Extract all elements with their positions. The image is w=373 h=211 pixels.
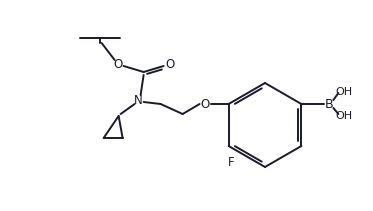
Text: OH: OH — [336, 87, 353, 97]
Text: O: O — [200, 97, 209, 111]
Text: O: O — [113, 58, 122, 70]
Text: O: O — [165, 58, 174, 70]
Text: OH: OH — [336, 111, 353, 121]
Text: N: N — [134, 93, 143, 107]
Text: F: F — [228, 156, 235, 169]
Text: B: B — [325, 97, 334, 111]
